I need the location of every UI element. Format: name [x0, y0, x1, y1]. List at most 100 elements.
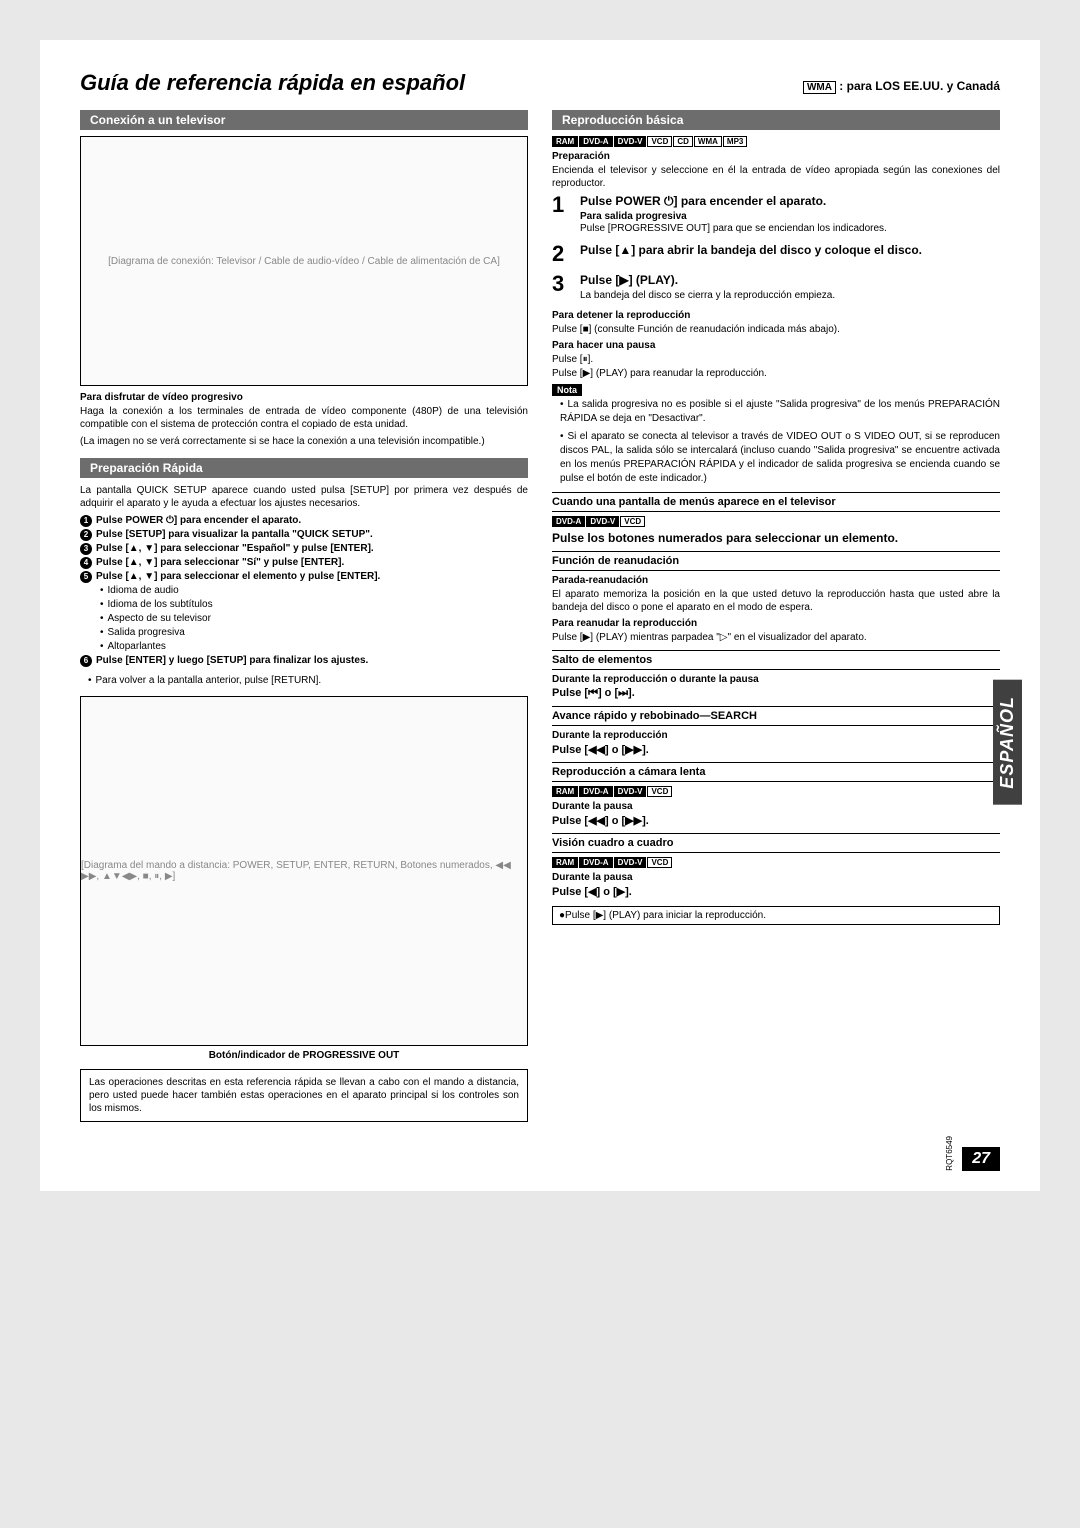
badge: DVD-V [614, 857, 647, 868]
setup-step6: 6Pulse [ENTER] y luego [SETUP] para fina… [80, 654, 528, 668]
left-column: Conexión a un televisor [Diagrama de con… [80, 110, 528, 1122]
title-row: Guía de referencia rápida en español WMA… [80, 70, 1000, 96]
step-subtitle: Para salida progresiva [580, 211, 1000, 222]
pause-title: Para hacer una pausa [552, 340, 1000, 351]
nota-label: Nota [552, 384, 582, 396]
format-badges-4: RAMDVD-ADVD-VVCD [552, 857, 1000, 868]
remote-diagram: [Diagrama del mando a distancia: POWER, … [80, 696, 528, 1046]
section-prep: Preparación Rápida [80, 458, 528, 478]
format-badges-2: DVD-ADVD-VVCD [552, 516, 1000, 527]
preparation-text: Encienda el televisor y seleccione en él… [552, 164, 1000, 190]
right-column: Reproducción básica RAMDVD-ADVD-VVCDCDWM… [552, 110, 1000, 1122]
page-title: Guía de referencia rápida en español [80, 70, 465, 96]
subtitle-text: : para LOS EE.UU. y Canadá [836, 79, 1000, 93]
play-step-2: 2 Pulse [▲] para abrir la bandeja del di… [552, 243, 1000, 265]
bullet-item: Aspecto de su televisor [100, 612, 528, 626]
progressive-text1: Haga la conexión a los terminales de ent… [80, 405, 528, 431]
badge: DVD-V [614, 786, 647, 797]
badge: VCD [620, 516, 645, 527]
setup-step: 2Pulse [SETUP] para visualizar la pantal… [80, 528, 528, 542]
stop-text: Pulse [■] (consulte Función de reanudaci… [552, 323, 1000, 336]
search-text: Pulse [◀◀] o [▶▶]. [552, 743, 1000, 756]
format-badges: RAMDVD-ADVD-VVCDCDWMAMP3 [552, 136, 1000, 147]
manual-page: Guía de referencia rápida en español WMA… [40, 40, 1040, 1191]
play-step-1: 1 Pulse POWER ⏻] para encender el aparat… [552, 194, 1000, 235]
search-header: Avance rápido y rebobinado—SEARCH [552, 706, 1000, 726]
skip-header: Salto de elementos [552, 650, 1000, 670]
menus-text: Pulse los botones numerados para selecci… [552, 531, 1000, 545]
step-title: Pulse POWER ⏻] para encender el aparato. [580, 194, 1000, 209]
return-note: Para volver a la pantalla anterior, puls… [80, 674, 528, 688]
setup-steps: 1Pulse POWER ⏻] para encender el aparato… [80, 514, 528, 584]
step-number: 2 [552, 243, 570, 265]
stop-title: Para detener la reproducción [552, 310, 1000, 321]
bullet-item: Idioma de los subtítulos [100, 598, 528, 612]
badge: CD [673, 136, 693, 147]
format-badges-3: RAMDVD-ADVD-VVCD [552, 786, 1000, 797]
frame-text: Pulse [◀] o [▶]. [552, 885, 1000, 898]
step-title: Pulse [▲] para abrir la bandeja del disc… [580, 243, 1000, 257]
badge: RAM [552, 136, 578, 147]
nota-item: Si el aparato se conecta al televisor a … [560, 430, 1000, 486]
badge: VCD [647, 857, 672, 868]
badge: VCD [647, 136, 672, 147]
step-number: 1 [552, 194, 570, 216]
badge: DVD-V [614, 136, 647, 147]
step-text: La bandeja del disco se cierra y la repr… [580, 289, 1000, 302]
slow-header: Reproducción a cámara lenta [552, 762, 1000, 782]
slow-sub: Durante la pausa [552, 801, 1000, 812]
section-playback: Reproducción básica [552, 110, 1000, 130]
menus-header: Cuando una pantalla de menús aparece en … [552, 492, 1000, 512]
step-text: Pulse [PROGRESSIVE OUT] para que se enci… [580, 222, 1000, 235]
section-connection: Conexión a un televisor [80, 110, 528, 130]
badge: DVD-V [586, 516, 619, 527]
connection-diagram: [Diagrama de conexión: Televisor / Cable… [80, 136, 528, 386]
badge: MP3 [723, 136, 747, 147]
pause-text1: Pulse [⏸]. [552, 353, 1000, 366]
subtitle: WMA : para LOS EE.UU. y Canadá [803, 79, 1000, 93]
step-title: Pulse [▶] (PLAY). [580, 273, 1000, 287]
columns: Conexión a un televisor [Diagrama de con… [80, 110, 1000, 1122]
badge: VCD [647, 786, 672, 797]
resume-play-text: Pulse [▶] (PLAY) mientras parpadea "▷" e… [552, 631, 1000, 644]
play-start-box: ●Pulse [▶] (PLAY) para iniciar la reprod… [552, 906, 1000, 925]
nota-item: La salida progresiva no es posible si el… [560, 398, 1000, 426]
setup-step: 1Pulse POWER ⏻] para encender el aparato… [80, 514, 528, 528]
badge: DVD-A [579, 786, 612, 797]
doc-code: RQT6549 [945, 1136, 954, 1171]
skip-sub: Durante la reproducción o durante la pau… [552, 674, 1000, 685]
progressive-text2: (La imagen no se verá correctamente si s… [80, 435, 528, 448]
resume-text: El aparato memoriza la posición en la qu… [552, 588, 1000, 614]
badge: RAM [552, 786, 578, 797]
resume-sub: Parada-reanudación [552, 575, 1000, 586]
resume-play-title: Para reanudar la reproducción [552, 618, 1000, 629]
play-step-3: 3 Pulse [▶] (PLAY). La bandeja del disco… [552, 273, 1000, 302]
setup-bullets: Idioma de audio Idioma de los subtítulos… [80, 584, 528, 654]
pause-text2: Pulse [▶] (PLAY) para reanudar la reprod… [552, 367, 1000, 380]
prep-intro: La pantalla QUICK SETUP aparece cuando u… [80, 484, 528, 510]
wma-badge: WMA [803, 81, 836, 94]
badge: RAM [552, 857, 578, 868]
progressive-caption: Botón/indicador de PROGRESSIVE OUT [80, 1050, 528, 1061]
operations-note-box: Las operaciones descritas en esta refere… [80, 1069, 528, 1122]
bullet-item: Altoparlantes [100, 640, 528, 654]
setup-step: 3Pulse [▲, ▼] para seleccionar "Español"… [80, 542, 528, 556]
progressive-title: Para disfrutar de vídeo progresivo [80, 392, 528, 403]
bullet-item: Idioma de audio [100, 584, 528, 598]
setup-step: 5Pulse [▲, ▼] para seleccionar el elemen… [80, 570, 528, 584]
return-text: Para volver a la pantalla anterior, puls… [88, 674, 528, 688]
step-number: 3 [552, 273, 570, 295]
setup-step: 4Pulse [▲, ▼] para seleccionar "Sí" y pu… [80, 556, 528, 570]
footer: RQT6549 27 [80, 1136, 1000, 1171]
badge: DVD-A [579, 857, 612, 868]
frame-sub: Durante la pausa [552, 872, 1000, 883]
badge: DVD-A [579, 136, 612, 147]
badge: DVD-A [552, 516, 585, 527]
page-number: 27 [962, 1147, 1000, 1171]
language-tab: ESPAÑOL [993, 680, 1022, 805]
nota-list: La salida progresiva no es posible si el… [552, 398, 1000, 486]
frame-header: Visión cuadro a cuadro [552, 833, 1000, 853]
resume-header: Función de reanudación [552, 551, 1000, 571]
skip-text: Pulse [⏮] o [⏭]. [552, 687, 1000, 700]
badge: WMA [694, 136, 722, 147]
